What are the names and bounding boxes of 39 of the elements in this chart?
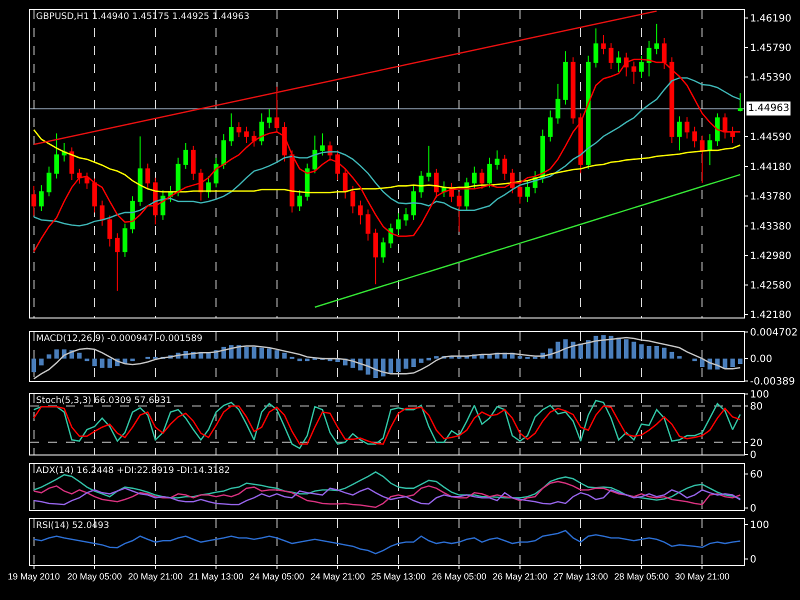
x-tick-label: 21 May 13:00 <box>188 572 244 582</box>
x-tick-label: 19 May 2010 <box>8 572 60 582</box>
y-tick-label: 1.43780 <box>750 192 792 203</box>
y-tick-label: 1.42980 <box>750 250 792 262</box>
y-tick-label: 0 <box>750 450 756 461</box>
x-tick-label: 30 May 21:00 <box>674 572 730 582</box>
y-tick-label: 100 <box>750 520 770 531</box>
y-tick-label: 0 <box>750 503 756 514</box>
y-tick-label: 1.42580 <box>750 280 792 292</box>
x-tick-label: 24 May 21:00 <box>310 572 365 582</box>
chart-title: ADX(14) 16.2448 +DI:22.8919 -DI:14.3182 <box>36 466 230 476</box>
y-tick-label: 1.44180 <box>750 162 792 174</box>
y-tick-label: 1.45390 <box>750 72 792 84</box>
y-tick-label: 60 <box>750 470 763 481</box>
chart-title: Stoch(5,3,3) 66.0309 57.6931 <box>36 396 172 406</box>
x-tick-label: 25 May 13:00 <box>371 572 426 582</box>
chart-title: MACD(12,26,9) -0.000947 -0.001589 <box>36 334 203 344</box>
y-tick-label: 1.44590 <box>750 132 792 143</box>
x-tick-label: 27 May 13:00 <box>553 572 608 582</box>
y-tick-label: -0.00389 <box>750 376 795 388</box>
x-tick-label: 26 May 05:00 <box>432 572 486 582</box>
x-tick-label: 24 May 05:00 <box>250 572 304 582</box>
x-tick-label: 28 May 05:00 <box>614 572 669 582</box>
y-tick-label: 1.45790 <box>750 43 792 54</box>
y-tick-label: 0.00 <box>750 354 772 366</box>
y-tick-label: 100 <box>750 389 770 400</box>
y-tick-label: 80 <box>750 402 763 413</box>
chart-title: GBPUSD,H1 1.44940 1.45175 1.44925 1.44963 <box>36 12 250 22</box>
y-tick-label: 1.46190 <box>750 14 792 25</box>
y-tick-label: 0.004702 <box>750 327 798 338</box>
y-tick-label: 1.43380 <box>750 221 792 232</box>
x-tick-label: 20 May 05:00 <box>67 572 122 582</box>
x-tick-label: 26 May 21:00 <box>492 572 548 582</box>
y-tick-label: 0 <box>750 554 756 566</box>
y-tick-label: 1.42180 <box>750 310 792 322</box>
x-tick-label: 20 May 21:00 <box>128 572 183 582</box>
y-tick-label: 20 <box>750 438 763 449</box>
ref-line-label: 1.44963 <box>748 103 790 114</box>
chart-title: RSI(14) 52.0493 <box>36 521 110 531</box>
